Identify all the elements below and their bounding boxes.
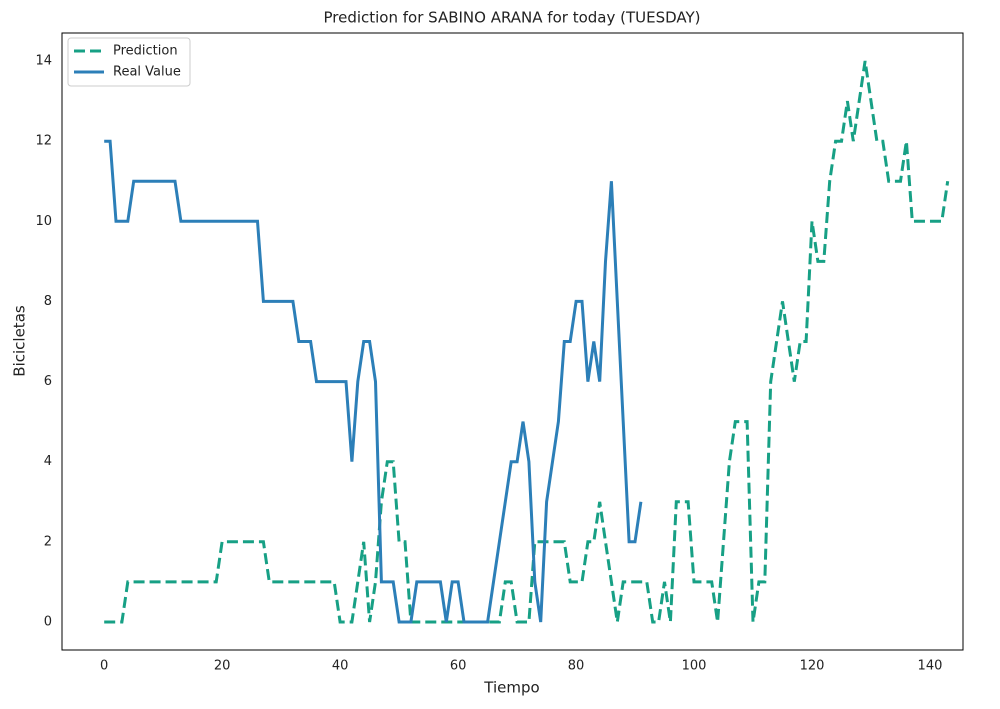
series-line (104, 60, 950, 624)
chart-title: Prediction for SABINO ARANA for today (T… (323, 9, 700, 27)
y-tick-label: 4 (44, 454, 52, 469)
legend-label: Real Value (113, 65, 181, 80)
y-tick-label: 6 (44, 374, 52, 389)
x-tick-label: 100 (682, 659, 707, 674)
series-line (104, 139, 643, 624)
legend-label: Prediction (113, 44, 178, 59)
x-tick-label: 0 (100, 659, 108, 674)
y-tick-label: 10 (35, 214, 52, 229)
y-tick-label: 14 (35, 54, 52, 69)
x-tick-label: 120 (800, 659, 825, 674)
y-tick-label: 8 (44, 294, 52, 309)
x-tick-label: 60 (450, 659, 467, 674)
x-tick-label: 140 (918, 659, 943, 674)
x-tick-label: 20 (214, 659, 231, 674)
y-axis-label: Bicicletas (11, 305, 29, 377)
y-tick-label: 0 (44, 614, 52, 629)
x-tick-label: 80 (568, 659, 585, 674)
plot-frame (61, 32, 964, 651)
x-tick-label: 40 (332, 659, 349, 674)
y-tick-label: 12 (35, 134, 52, 149)
y-tick-label: 2 (44, 534, 52, 549)
x-axis-label: Tiempo (483, 679, 539, 697)
